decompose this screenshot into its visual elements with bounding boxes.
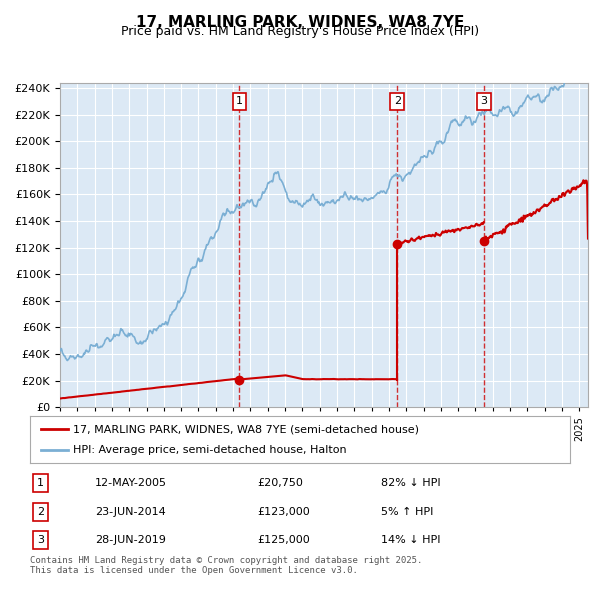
Text: 2: 2 <box>394 96 401 106</box>
Text: £20,750: £20,750 <box>257 478 302 489</box>
Text: Contains HM Land Registry data © Crown copyright and database right 2025.
This d: Contains HM Land Registry data © Crown c… <box>30 556 422 575</box>
Text: 5% ↑ HPI: 5% ↑ HPI <box>381 507 433 517</box>
Text: 17, MARLING PARK, WIDNES, WA8 7YE (semi-detached house): 17, MARLING PARK, WIDNES, WA8 7YE (semi-… <box>73 424 419 434</box>
Text: 2: 2 <box>37 507 44 517</box>
Text: Price paid vs. HM Land Registry's House Price Index (HPI): Price paid vs. HM Land Registry's House … <box>121 25 479 38</box>
Text: 17, MARLING PARK, WIDNES, WA8 7YE: 17, MARLING PARK, WIDNES, WA8 7YE <box>136 15 464 30</box>
Text: 3: 3 <box>480 96 487 106</box>
Text: 23-JUN-2014: 23-JUN-2014 <box>95 507 166 517</box>
Text: 1: 1 <box>236 96 243 106</box>
Text: 14% ↓ HPI: 14% ↓ HPI <box>381 535 440 545</box>
Text: 82% ↓ HPI: 82% ↓ HPI <box>381 478 440 489</box>
Text: 3: 3 <box>37 535 44 545</box>
Text: HPI: Average price, semi-detached house, Halton: HPI: Average price, semi-detached house,… <box>73 445 347 455</box>
Text: £125,000: £125,000 <box>257 535 310 545</box>
Text: £123,000: £123,000 <box>257 507 310 517</box>
Text: 28-JUN-2019: 28-JUN-2019 <box>95 535 166 545</box>
Text: 12-MAY-2005: 12-MAY-2005 <box>95 478 167 489</box>
Text: 1: 1 <box>37 478 44 489</box>
